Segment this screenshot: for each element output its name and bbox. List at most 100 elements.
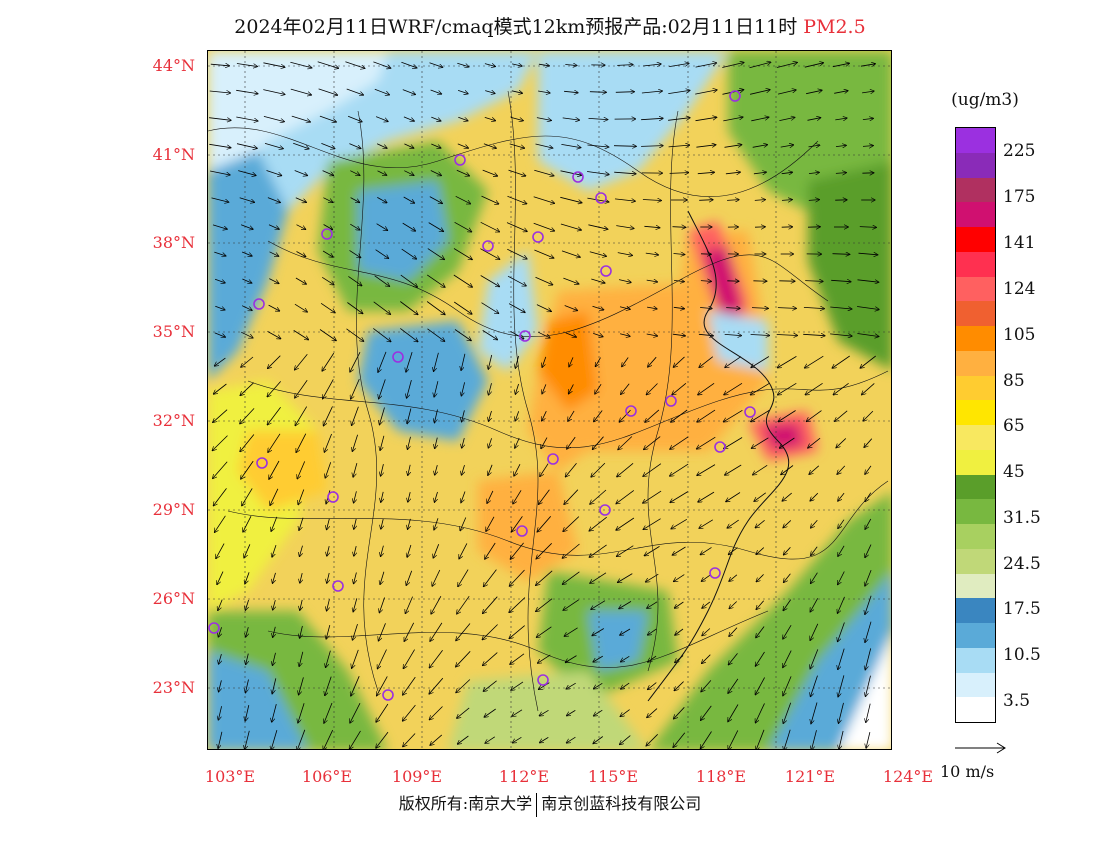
wind-vector [299,517,304,530]
wind-vector [377,197,386,202]
wind-vector [564,305,578,311]
copyright-right: 南京创蓝科技有限公司 [541,794,702,813]
wind-vector [350,223,359,230]
wind-vector [406,570,413,585]
wind-vector [458,735,469,744]
wind-vector [724,437,743,449]
wind-vector [751,117,768,122]
wind-vector [616,225,633,229]
wind-vector [535,276,553,285]
wind-vector [381,491,383,502]
wind-vector [589,516,607,531]
wind-vector [725,356,742,368]
wind-vector [725,464,742,475]
wind-vector [838,519,845,529]
wind-vector [318,88,338,95]
wind-vector [561,250,580,257]
city-marker [516,525,528,537]
wind-vector [427,328,445,341]
wind-vector [246,653,249,665]
wind-vector [484,64,495,67]
wind-vector [402,89,415,95]
wind-vector [561,144,580,147]
wind-vector [354,491,357,502]
wind-vector [322,170,334,176]
wind-vector [668,145,690,147]
wind-vector [453,274,472,287]
wind-vector [838,675,845,696]
wind-vector [646,280,658,282]
wind-vector [323,197,332,203]
wind-vector [777,308,796,309]
wind-vector [783,599,792,611]
wind-vector [298,703,305,722]
wind-vector [614,172,636,174]
wind-vector [594,682,603,688]
wind-vector [354,546,356,556]
wind-vector [536,304,551,312]
copyright-separator [536,792,538,817]
wind-vector [781,172,793,173]
wind-vector [240,434,255,452]
wind-vector [830,307,851,309]
wind-vector [215,357,226,366]
wind-vector [264,143,283,148]
wind-vector [485,542,496,559]
wind-vector [218,599,223,611]
wind-vector [435,437,438,449]
wind-vector [728,730,739,749]
wind-vector [219,680,222,691]
wind-vector [807,410,822,422]
wind-vector [273,572,276,583]
wind-vector [569,384,574,393]
wind-vector [268,433,281,452]
legend-tick: 24.5 [1003,554,1041,574]
wind-vector [482,169,498,176]
wind-vector [754,492,767,501]
wind-vector [567,736,576,743]
wind-vector [294,170,308,176]
wind-vector [729,653,738,664]
wind-vector [510,542,524,559]
wind-vector [266,170,282,176]
wind-vector [588,224,607,229]
wind-vector [245,730,250,749]
wind-vector [376,703,389,722]
wind-vector [723,117,742,122]
wind-vector [808,437,821,448]
wind-vector [509,597,526,613]
wind-vector [435,491,438,502]
wind-vector [319,329,336,341]
wind-vector [673,254,685,255]
wind-vector [290,61,311,68]
wind-vector [809,465,820,474]
wind-vector [617,545,634,557]
city-marker [454,154,466,166]
wind-vector [839,730,844,749]
wind-vector [540,737,549,742]
wind-vector [290,88,311,95]
wind-vector [860,64,875,66]
wind-vector [729,574,738,581]
legend-swatch [956,672,995,698]
wind-vector [320,302,335,312]
wind-vector [566,655,577,663]
wind-vector [453,248,472,260]
wind-vector [489,410,492,421]
wind-vector [832,254,850,255]
wind-vector [272,703,277,722]
legend-tick: 3.5 [1003,691,1031,711]
wind-vector [751,356,770,368]
wind-vector [700,281,711,282]
wind-vector [374,88,389,94]
wind-vector [354,518,356,529]
wind-vector [488,464,493,475]
wind-vector [620,628,631,635]
wind-vector [434,518,439,529]
legend-tick: 85 [1003,371,1025,391]
legend-swatch [956,474,995,500]
wind-vector [537,516,552,531]
wind-vector [780,437,795,448]
wind-vector [216,543,225,559]
wind-vector [300,573,302,583]
